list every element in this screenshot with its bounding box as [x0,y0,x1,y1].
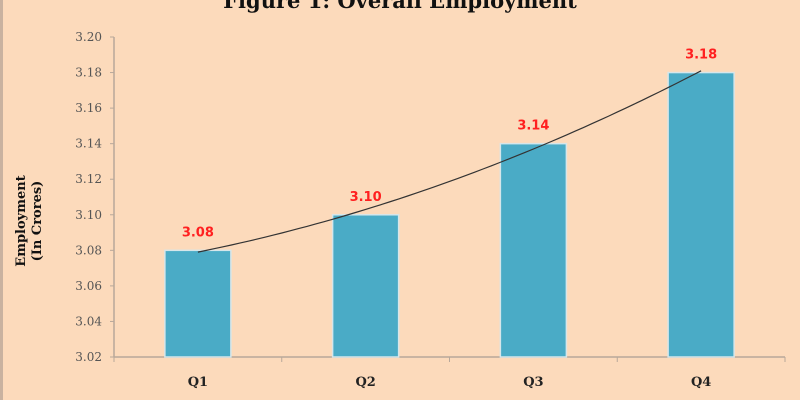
trendline [197,70,702,253]
data-label: 3.08 [182,225,214,240]
y-tick-label: 3.02 [75,350,102,364]
y-tick-label: 3.18 [75,66,102,80]
bar-q3 [499,142,568,358]
x-tick-label: Q3 [523,375,543,390]
bar-q1 [164,249,232,358]
bar-q2 [331,214,400,358]
bar-q4 [667,71,735,358]
x-tick-label: Q1 [188,375,208,390]
data-label: 3.14 [517,119,549,134]
y-tick-label: 3.04 [75,314,102,328]
y-tick-label: 3.06 [75,279,102,293]
data-label: 3.10 [350,190,382,205]
x-tick-label: Q4 [691,375,711,390]
y-tick-label: 3.16 [75,101,102,115]
y-tick-label: 3.08 [75,243,102,257]
y-tick-label: 3.20 [75,30,102,44]
y-tick-label: 3.14 [75,137,102,151]
data-label: 3.18 [685,48,717,63]
y-tick-label: 3.10 [75,208,102,222]
x-tick-label: Q2 [355,375,375,390]
y-tick-label: 3.12 [75,172,102,186]
chart-title: Figure 1: Overall Employment [223,0,577,13]
